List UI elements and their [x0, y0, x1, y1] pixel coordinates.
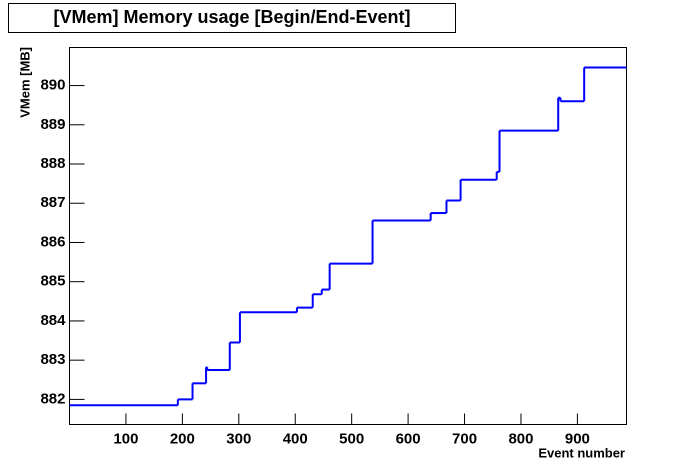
x-tick-label: 100 [113, 430, 138, 447]
x-tick-label: 300 [226, 430, 251, 447]
y-axis-label: VMem [MB] [17, 47, 32, 118]
y-tick-label: 882 [40, 390, 65, 407]
y-tick-label: 890 [40, 77, 65, 94]
y-tick-label: 887 [40, 194, 65, 211]
x-tick-label: 400 [283, 430, 308, 447]
y-tick-label: 886 [40, 233, 65, 250]
x-tick-label: 900 [565, 430, 590, 447]
title-box [8, 3, 456, 33]
x-tick-label: 700 [452, 430, 477, 447]
x-tick-label: 500 [339, 430, 364, 447]
chart-title: [VMem] Memory usage [Begin/End-Event] [53, 7, 410, 27]
x-tick-label: 200 [170, 430, 195, 447]
y-tick-label: 888 [40, 155, 65, 172]
y-tick-label: 884 [40, 312, 66, 329]
x-axis-label: Event number [538, 445, 625, 460]
x-tick-label: 800 [508, 430, 533, 447]
y-tick-label: 889 [40, 116, 65, 133]
y-tick-label: 885 [40, 273, 65, 290]
y-tick-label: 883 [40, 351, 65, 368]
plot-frame [69, 47, 627, 425]
x-tick-label: 600 [396, 430, 421, 447]
